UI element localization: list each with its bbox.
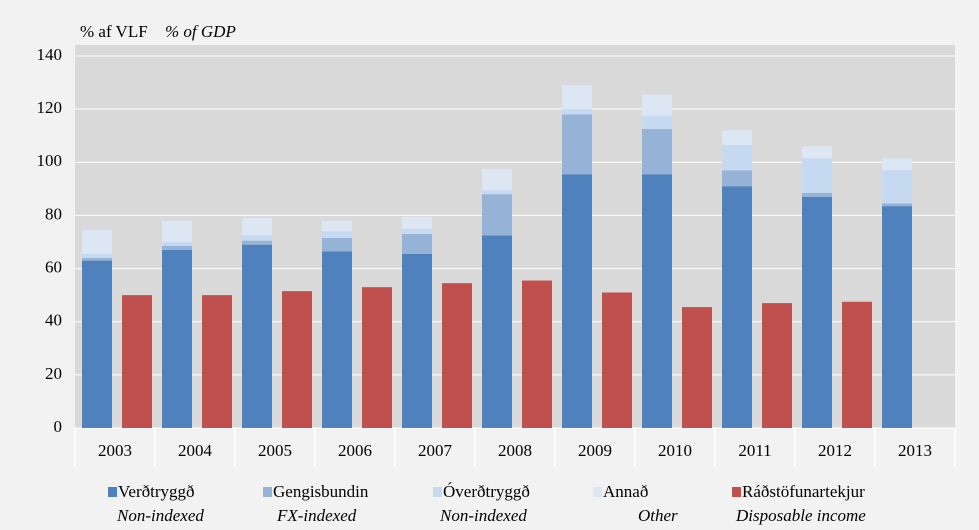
bar bbox=[242, 235, 272, 241]
legend-label: Gengisbundin bbox=[273, 482, 369, 501]
bar bbox=[402, 228, 432, 235]
bar bbox=[722, 186, 752, 428]
bar bbox=[402, 234, 432, 254]
bar bbox=[82, 253, 112, 258]
legend-swatch bbox=[732, 487, 741, 497]
x-tick-label: 2013 bbox=[898, 441, 932, 460]
bar bbox=[682, 307, 712, 428]
legend-swatch bbox=[263, 487, 272, 497]
y-tick-label: 120 bbox=[37, 98, 63, 117]
bar bbox=[482, 168, 512, 191]
bar bbox=[882, 170, 912, 204]
x-tick-label: 2008 bbox=[498, 441, 532, 460]
bar bbox=[562, 109, 592, 115]
bar bbox=[882, 158, 912, 171]
y-axis-label: % af VLF bbox=[80, 22, 148, 41]
legend-label: Ráðstöfunartekjur bbox=[742, 482, 865, 501]
bar bbox=[242, 240, 272, 245]
bar bbox=[562, 114, 592, 175]
bar bbox=[562, 85, 592, 110]
bar bbox=[242, 244, 272, 428]
bar bbox=[362, 287, 392, 428]
bar bbox=[802, 146, 832, 159]
bar bbox=[482, 194, 512, 236]
bar bbox=[802, 192, 832, 197]
y-tick-label: 40 bbox=[45, 311, 62, 330]
x-tick-label: 2010 bbox=[658, 441, 692, 460]
y-tick-label: 0 bbox=[54, 417, 63, 436]
legend-label-en: Non-indexed bbox=[439, 506, 527, 525]
bar bbox=[602, 292, 632, 428]
bar bbox=[642, 94, 672, 116]
bar bbox=[282, 291, 312, 428]
bar bbox=[722, 170, 752, 187]
bar bbox=[482, 190, 512, 195]
bar bbox=[122, 295, 152, 428]
bar bbox=[442, 283, 472, 428]
y-tick-label: 80 bbox=[45, 204, 62, 223]
x-tick-label: 2006 bbox=[338, 441, 372, 460]
bar bbox=[642, 174, 672, 428]
bar bbox=[322, 238, 352, 252]
x-tick-label: 2012 bbox=[818, 441, 852, 460]
bar bbox=[722, 145, 752, 171]
y-axis-label-en: % of GDP bbox=[165, 22, 236, 41]
bar bbox=[642, 115, 672, 130]
x-tick-label: 2003 bbox=[98, 441, 132, 460]
legend-label-en: FX-indexed bbox=[276, 506, 357, 525]
legend-label: Annað bbox=[603, 482, 648, 501]
bar bbox=[802, 158, 832, 193]
legend-swatch bbox=[433, 487, 442, 497]
bar bbox=[82, 257, 112, 261]
x-tick-label: 2007 bbox=[418, 441, 453, 460]
bar bbox=[722, 130, 752, 146]
bar bbox=[162, 220, 192, 242]
y-tick-label: 100 bbox=[37, 151, 63, 170]
bar bbox=[322, 231, 352, 239]
legend-label-en: Disposable income bbox=[735, 506, 866, 525]
bar bbox=[82, 230, 112, 254]
bar bbox=[882, 206, 912, 428]
bar bbox=[242, 218, 272, 236]
bar bbox=[322, 251, 352, 428]
y-tick-label: 20 bbox=[45, 364, 62, 383]
bar bbox=[842, 301, 872, 428]
bar bbox=[642, 129, 672, 175]
legend-swatch bbox=[593, 487, 602, 497]
bar bbox=[402, 216, 432, 229]
x-tick-label: 2005 bbox=[258, 441, 292, 460]
y-tick-label: 60 bbox=[45, 257, 62, 276]
legend-swatch bbox=[108, 487, 117, 497]
legend-label: Óverðtryggð bbox=[443, 482, 530, 501]
x-tick-label: 2004 bbox=[178, 441, 213, 460]
bar bbox=[202, 295, 232, 428]
x-tick-label: 2009 bbox=[578, 441, 612, 460]
bar bbox=[802, 196, 832, 428]
x-tick-label: 2011 bbox=[738, 441, 771, 460]
bar bbox=[162, 245, 192, 250]
bar bbox=[322, 220, 352, 232]
bar bbox=[162, 249, 192, 428]
legend-label-en: Other bbox=[638, 506, 678, 525]
bar bbox=[402, 253, 432, 428]
bar bbox=[762, 303, 792, 428]
legend-label-en: Non-indexed bbox=[116, 506, 204, 525]
bar bbox=[562, 174, 592, 428]
legend-label: Verðtryggð bbox=[118, 482, 194, 501]
bar bbox=[162, 242, 192, 246]
bar bbox=[882, 203, 912, 207]
bar bbox=[522, 280, 552, 428]
bar bbox=[482, 235, 512, 428]
y-tick-label: 140 bbox=[37, 45, 63, 64]
bar bbox=[82, 260, 112, 428]
